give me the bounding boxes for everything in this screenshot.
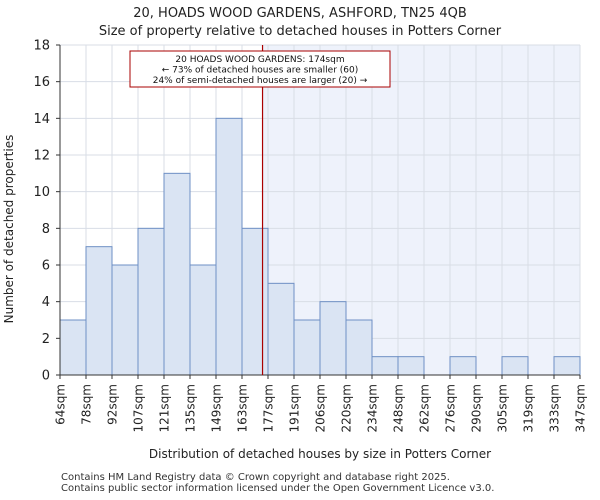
histogram-bar <box>189 264 217 376</box>
y-tick-label: 2 <box>42 332 50 347</box>
annotation-line1: 20 HOADS WOOD GARDENS: 174sqm <box>175 55 344 65</box>
x-tick-label: 177sqm <box>262 384 276 432</box>
x-tick-label: 234sqm <box>366 384 380 432</box>
annotation-line3: 24% of semi-detached houses are larger (… <box>153 76 368 86</box>
y-tick-label: 6 <box>42 259 50 274</box>
x-tick-label: 319sqm <box>522 384 536 432</box>
x-tick-label: 333sqm <box>548 384 562 432</box>
x-tick-label: 248sqm <box>392 384 406 432</box>
histogram-bar <box>345 319 373 376</box>
chart-title: 20, HOADS WOOD GARDENS, ASHFORD, TN25 4Q… <box>0 5 600 41</box>
x-tick-label: 163sqm <box>236 384 250 432</box>
x-tick-label: 78sqm <box>80 384 94 425</box>
x-tick-label: 347sqm <box>574 384 588 432</box>
y-axis-label: Number of detached properties <box>2 135 16 324</box>
histogram-bar <box>397 356 425 376</box>
y-tick-label: 14 <box>33 112 50 127</box>
x-tick-label: 191sqm <box>288 384 302 432</box>
y-tick-label: 10 <box>33 185 50 200</box>
x-tick-label: 135sqm <box>184 384 198 432</box>
y-tick-label: 16 <box>33 75 50 90</box>
y-tick-label: 12 <box>33 149 50 164</box>
histogram-bar <box>111 264 139 376</box>
x-tick-label: 220sqm <box>340 384 354 432</box>
histogram-bar <box>163 172 191 376</box>
x-tick-label: 262sqm <box>418 384 432 432</box>
chart-subtitle: Size of property relative to detached ho… <box>98 24 502 39</box>
y-tick-label: 8 <box>42 222 50 237</box>
chart-title-line1: 20, HOADS WOOD GARDENS, ASHFORD, TN25 4Q… <box>133 6 467 21</box>
y-tick-label: 18 <box>33 39 50 54</box>
annotation-box <box>129 50 391 88</box>
histogram-bar <box>553 356 581 376</box>
x-tick-label: 290sqm <box>470 384 484 432</box>
x-axis-label: Distribution of detached houses by size … <box>149 447 491 461</box>
histogram-bar <box>85 246 113 376</box>
histogram-bar <box>137 227 165 376</box>
x-tick-label: 206sqm <box>314 384 328 432</box>
annotation-line2: ← 73% of detached houses are smaller (60… <box>162 66 359 76</box>
x-tick-label: 121sqm <box>158 384 172 432</box>
x-tick-label: 149sqm <box>210 384 224 432</box>
histogram-bar <box>241 227 269 376</box>
footer: Contains HM Land Registry data © Crown c… <box>61 472 494 494</box>
footer-copyright: Contains HM Land Registry data © Crown c… <box>61 472 450 483</box>
x-tick-label: 276sqm <box>444 384 458 432</box>
histogram-bar <box>59 319 87 376</box>
histogram-bar <box>501 356 529 376</box>
histogram-bar <box>293 319 321 376</box>
histogram-bar <box>215 117 243 376</box>
y-tick-label: 4 <box>42 295 50 310</box>
x-tick-label: 64sqm <box>54 384 68 425</box>
footer-licence: Contains public sector information licen… <box>61 483 495 494</box>
histogram-bar <box>319 301 347 376</box>
histogram-bar <box>449 356 477 376</box>
x-tick-label: 107sqm <box>132 384 146 432</box>
histogram-chart: 0 2 4 6 8 10 12 14 16 18 64sqm 78sqm 92sqm 107sqm 121s… <box>2 39 588 462</box>
x-tick-label: 305sqm <box>496 384 510 432</box>
y-tick-label: 0 <box>42 369 50 384</box>
histogram-bar <box>267 282 295 376</box>
x-tick-label: 92sqm <box>106 384 120 425</box>
histogram-bar <box>371 356 399 376</box>
